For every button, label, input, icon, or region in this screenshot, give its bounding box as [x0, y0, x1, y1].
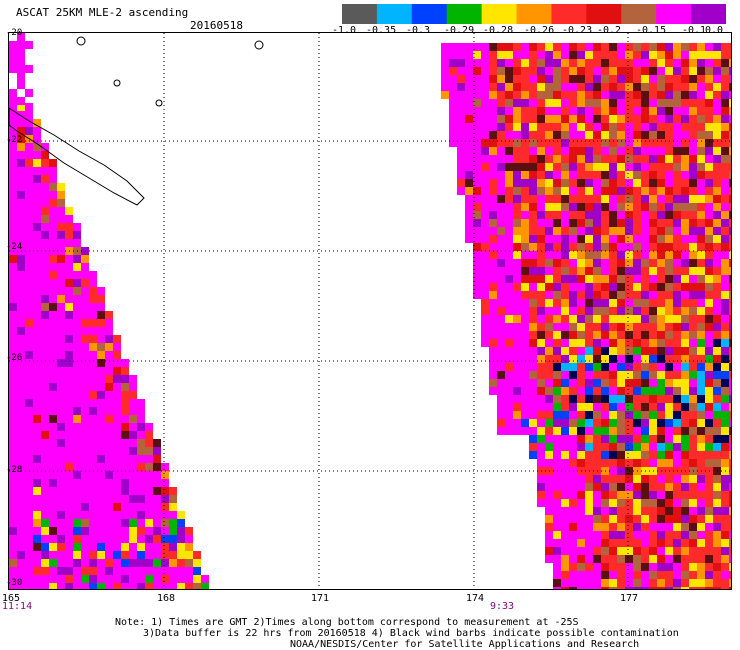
color-scale-swatch — [621, 4, 657, 24]
footnote-line-1: Note: 1) Times are GMT 2)Times along bot… — [115, 617, 579, 628]
map-plot-area — [8, 32, 732, 590]
color-scale-label: -0.15 — [636, 25, 667, 36]
color-scale-swatch — [411, 4, 448, 24]
longitude-label: 174 — [466, 593, 485, 604]
color-scale-label: -0.35 — [366, 25, 397, 36]
latitude-label: -22 — [6, 135, 23, 145]
time-label-right: 9:33 — [490, 601, 515, 612]
color-scale-label: -0.26 — [524, 25, 555, 36]
color-scale-label: -0.28 — [483, 25, 514, 36]
color-scale-swatch — [481, 4, 518, 24]
color-scale-label: -0.3 — [406, 25, 431, 36]
latitude-label: -20 — [6, 28, 23, 38]
latitude-label: -28 — [6, 465, 23, 475]
map-date: 20160518 — [190, 19, 243, 32]
latitude-label: -26 — [6, 353, 23, 363]
latitude-label: -24 — [6, 242, 23, 252]
color-scale-label: 0.0 — [705, 25, 724, 36]
footnote-line-3: NOAA/NESDIS/Center for Satellite Applica… — [290, 639, 640, 650]
color-scale-swatch — [516, 4, 552, 24]
color-scale-label: -0.23 — [562, 25, 593, 36]
color-scale-label: -1.0 — [332, 25, 357, 36]
color-scale-swatch — [691, 4, 726, 24]
longitude-label: 177 — [620, 593, 639, 604]
color-scale-swatch — [551, 4, 587, 24]
longitude-label: 171 — [311, 593, 330, 604]
color-scale-label: -0.1 — [682, 25, 707, 36]
color-scale-swatch — [376, 4, 413, 24]
longitude-label: 165 — [2, 593, 21, 604]
longitude-label: 168 — [157, 593, 176, 604]
color-scale-swatch — [342, 4, 378, 24]
color-scale-swatch — [446, 4, 483, 24]
color-scale-label: -0.29 — [444, 25, 475, 36]
latitude-label: -30 — [6, 578, 23, 588]
time-label-left: 11:14 — [2, 601, 33, 612]
map-title: ASCAT 25KM MLE-2 ascending — [16, 6, 189, 19]
color-scale-swatch — [656, 4, 692, 24]
color-scale-label: -0.2 — [597, 25, 622, 36]
footnote-line-2: 3)Data buffer is 22 hrs from 20160518 4)… — [143, 628, 679, 639]
color-scale-bar — [342, 4, 726, 24]
scatterometer-swath — [9, 33, 731, 589]
color-scale-swatch — [586, 4, 622, 24]
